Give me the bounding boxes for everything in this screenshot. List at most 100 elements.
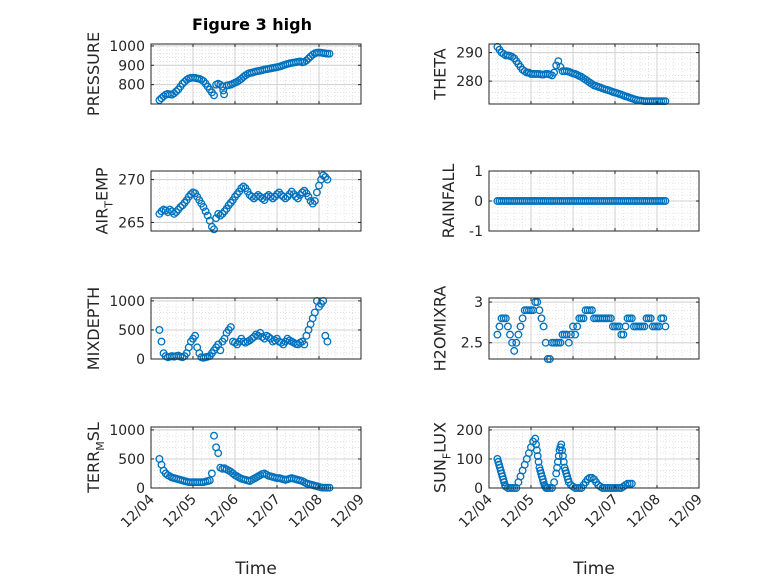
data-point	[554, 452, 563, 460]
axes-box	[488, 426, 700, 489]
data-point	[186, 190, 195, 199]
y-label-main: THETA	[431, 48, 450, 100]
y-axis-label: AIRTEMP	[93, 167, 116, 234]
x-axis-label: Time	[234, 559, 277, 579]
data-point	[573, 322, 582, 331]
data-point	[207, 469, 216, 478]
data-point	[214, 209, 223, 218]
data-point	[298, 188, 307, 197]
data-point	[518, 314, 527, 323]
data-point	[606, 314, 615, 323]
y-axis-label: PRESSURE	[84, 32, 103, 116]
data-point	[170, 209, 179, 218]
subplot-7: 0 500 1000 12/04 12/05 12/06 12/07 12/08 12/09 Ti…	[84, 422, 368, 579]
y-tick-label: 100	[456, 452, 483, 468]
data-point	[531, 434, 540, 443]
x-tick-label: 12/04	[456, 491, 496, 531]
axes-box	[150, 426, 362, 489]
subplot-2: 280 290 THETA	[431, 42, 700, 106]
data-point	[214, 449, 223, 458]
data-point	[201, 207, 210, 216]
data-point	[266, 192, 275, 201]
series-markers	[493, 42, 670, 106]
data-point	[205, 476, 214, 485]
data-point	[155, 96, 164, 105]
y-tick-label: 0	[474, 194, 483, 210]
y-tick-label: 0	[136, 481, 145, 497]
series-markers	[155, 296, 332, 362]
data-point	[304, 54, 313, 63]
axes-box	[488, 297, 700, 360]
data-point	[237, 184, 246, 193]
y-tick-label: 800	[118, 78, 145, 94]
data-point	[249, 332, 258, 341]
data-point	[199, 203, 208, 211]
axes-box	[150, 43, 362, 105]
y-axis-label: TERRMSL	[84, 422, 107, 494]
data-point	[239, 182, 248, 191]
x-tick-label: 12/06	[540, 491, 580, 531]
x-tick-label: 12/05	[498, 492, 538, 532]
axes-box	[150, 170, 362, 232]
data-point	[550, 68, 559, 77]
data-point	[627, 479, 636, 488]
data-point	[247, 334, 256, 343]
data-point	[300, 340, 309, 349]
y-axis-label: RAINFALL	[439, 164, 458, 239]
data-point	[501, 314, 510, 323]
data-point	[495, 322, 504, 331]
data-point	[532, 440, 540, 449]
data-point	[558, 446, 567, 455]
series-markers	[155, 431, 334, 492]
data-point	[571, 330, 580, 339]
data-point	[535, 306, 544, 315]
y-label-main: PRESSURE	[84, 32, 103, 116]
data-point	[304, 192, 313, 201]
data-point	[564, 338, 573, 347]
y-tick-label: 0	[474, 481, 483, 497]
data-point	[165, 205, 174, 214]
data-point	[216, 346, 225, 355]
data-point	[532, 446, 541, 455]
data-point	[553, 457, 562, 466]
y-axis-label: MIXDEPTH	[84, 287, 103, 370]
y-tick-label: 0	[136, 352, 145, 368]
figure-title: Figure 3 high	[192, 15, 312, 34]
subplot-6: 2.5 3 H2OMIXRA	[431, 286, 700, 372]
y-tick-label: -1	[469, 224, 483, 240]
data-point	[558, 452, 567, 460]
series-markers	[155, 171, 332, 234]
data-point	[231, 338, 239, 347]
subplot-8: 0 100 200 12/04 12/05 12/06 12/07 12/08 12/09 Tim…	[431, 422, 706, 579]
data-point	[264, 332, 273, 341]
data-point	[256, 328, 265, 337]
x-tick-label: 12/05	[160, 492, 200, 532]
data-point	[191, 331, 200, 340]
data-point	[258, 194, 267, 203]
data-point	[279, 192, 288, 201]
data-point	[562, 330, 571, 339]
data-point	[619, 330, 628, 339]
series-markers	[493, 197, 670, 205]
data-point	[195, 349, 204, 358]
y-label-main: H2OMIXRA	[431, 286, 450, 372]
y-label-main: SUN	[431, 459, 450, 493]
y-label-subscript: T	[103, 201, 116, 209]
data-point	[170, 89, 179, 98]
y-axis-label: H2OMIXRA	[431, 286, 450, 372]
data-point	[226, 323, 235, 331]
data-point	[557, 440, 566, 449]
data-point	[559, 457, 568, 466]
data-point	[503, 322, 512, 331]
y-label-subscript: M	[94, 441, 107, 451]
y-tick-label: 900	[118, 58, 145, 74]
y-tick-label: 2.5	[461, 336, 483, 352]
x-tick-label: 12/06	[202, 491, 242, 531]
data-point	[172, 87, 181, 96]
y-tick-label: 3	[474, 295, 483, 311]
x-tick-label: 12/08	[624, 492, 664, 532]
y-tick-label: 270	[118, 173, 145, 189]
subplot-1: 800 900 1000 PRESSURE	[84, 32, 362, 116]
data-point	[661, 322, 670, 331]
data-point	[220, 90, 229, 99]
